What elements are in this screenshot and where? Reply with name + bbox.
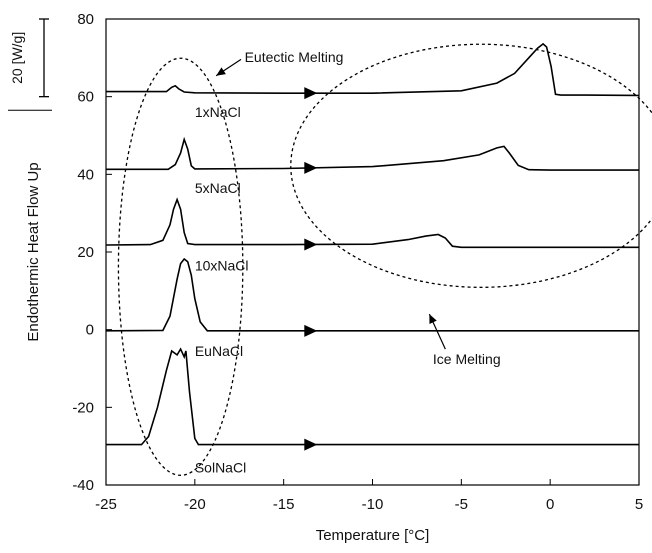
annotation-layer: Eutectic Melting Ice Melting [117,43,652,476]
curve-SolNaCl [106,347,639,446]
curve-10xNaCl [105,197,639,249]
x-tick-label: -20 [184,496,206,513]
eutectic-arrow-head [216,67,226,76]
direction-arrow [304,438,318,451]
y-tick-label: -20 [72,399,94,416]
x-tick-label: -25 [95,496,117,513]
x-tick-label: -5 [455,496,468,513]
ice-ellipse [290,43,652,288]
x-axis-title: Temperature [°C] [316,527,430,544]
ice-label: Ice Melting [433,351,501,367]
x-tick-label: -10 [362,496,384,513]
ice-arrow-head [429,314,437,324]
y-tick-label: 40 [77,166,94,183]
plot-frame [105,18,640,486]
x-tick-label: 0 [546,496,554,513]
curve-label-5xNaCl: 5xNaCl [195,180,241,196]
y-tick-label: 20 [77,244,94,261]
curve-label-EuNaCl: EuNaCl [195,343,243,359]
curve-EuNaCl [105,257,639,332]
eutectic-label: Eutectic Melting [245,49,344,65]
curve-label-10xNaCl: 10xNaCl [195,258,249,274]
scale-bar-label: 20 [W/g] [9,32,25,84]
curve-label-1xNaCl: 1xNaCl [195,104,241,120]
scale-bar: 20 [W/g] [9,18,49,98]
direction-arrow [304,161,318,174]
eutectic-ellipse [117,57,244,476]
y-tick-label: 60 [77,89,94,106]
y-tick-label: 80 [77,11,94,28]
y-ticks: -40 -20 0 20 40 60 80 [72,11,112,494]
x-tick-label: 5 [635,496,643,513]
direction-arrow [304,324,318,337]
curves-layer: 1xNaCl 5xNaCl 10xNaCl EuNaCl SolNaCl [105,42,640,476]
direction-arrow [304,238,318,251]
curve-1xNaCl [106,42,640,97]
y-axis-title: Endothermic Heat Flow Up [25,162,42,341]
y-tick-label: 0 [86,322,94,339]
curve-label-SolNaCl: SolNaCl [195,460,246,476]
x-tick-label: -15 [273,496,295,513]
y-tick-label: -40 [72,477,94,494]
x-ticks: -25 -20 -15 -10 -5 0 5 [95,479,643,513]
direction-arrow [304,87,318,100]
curve-5xNaCl [106,136,639,171]
